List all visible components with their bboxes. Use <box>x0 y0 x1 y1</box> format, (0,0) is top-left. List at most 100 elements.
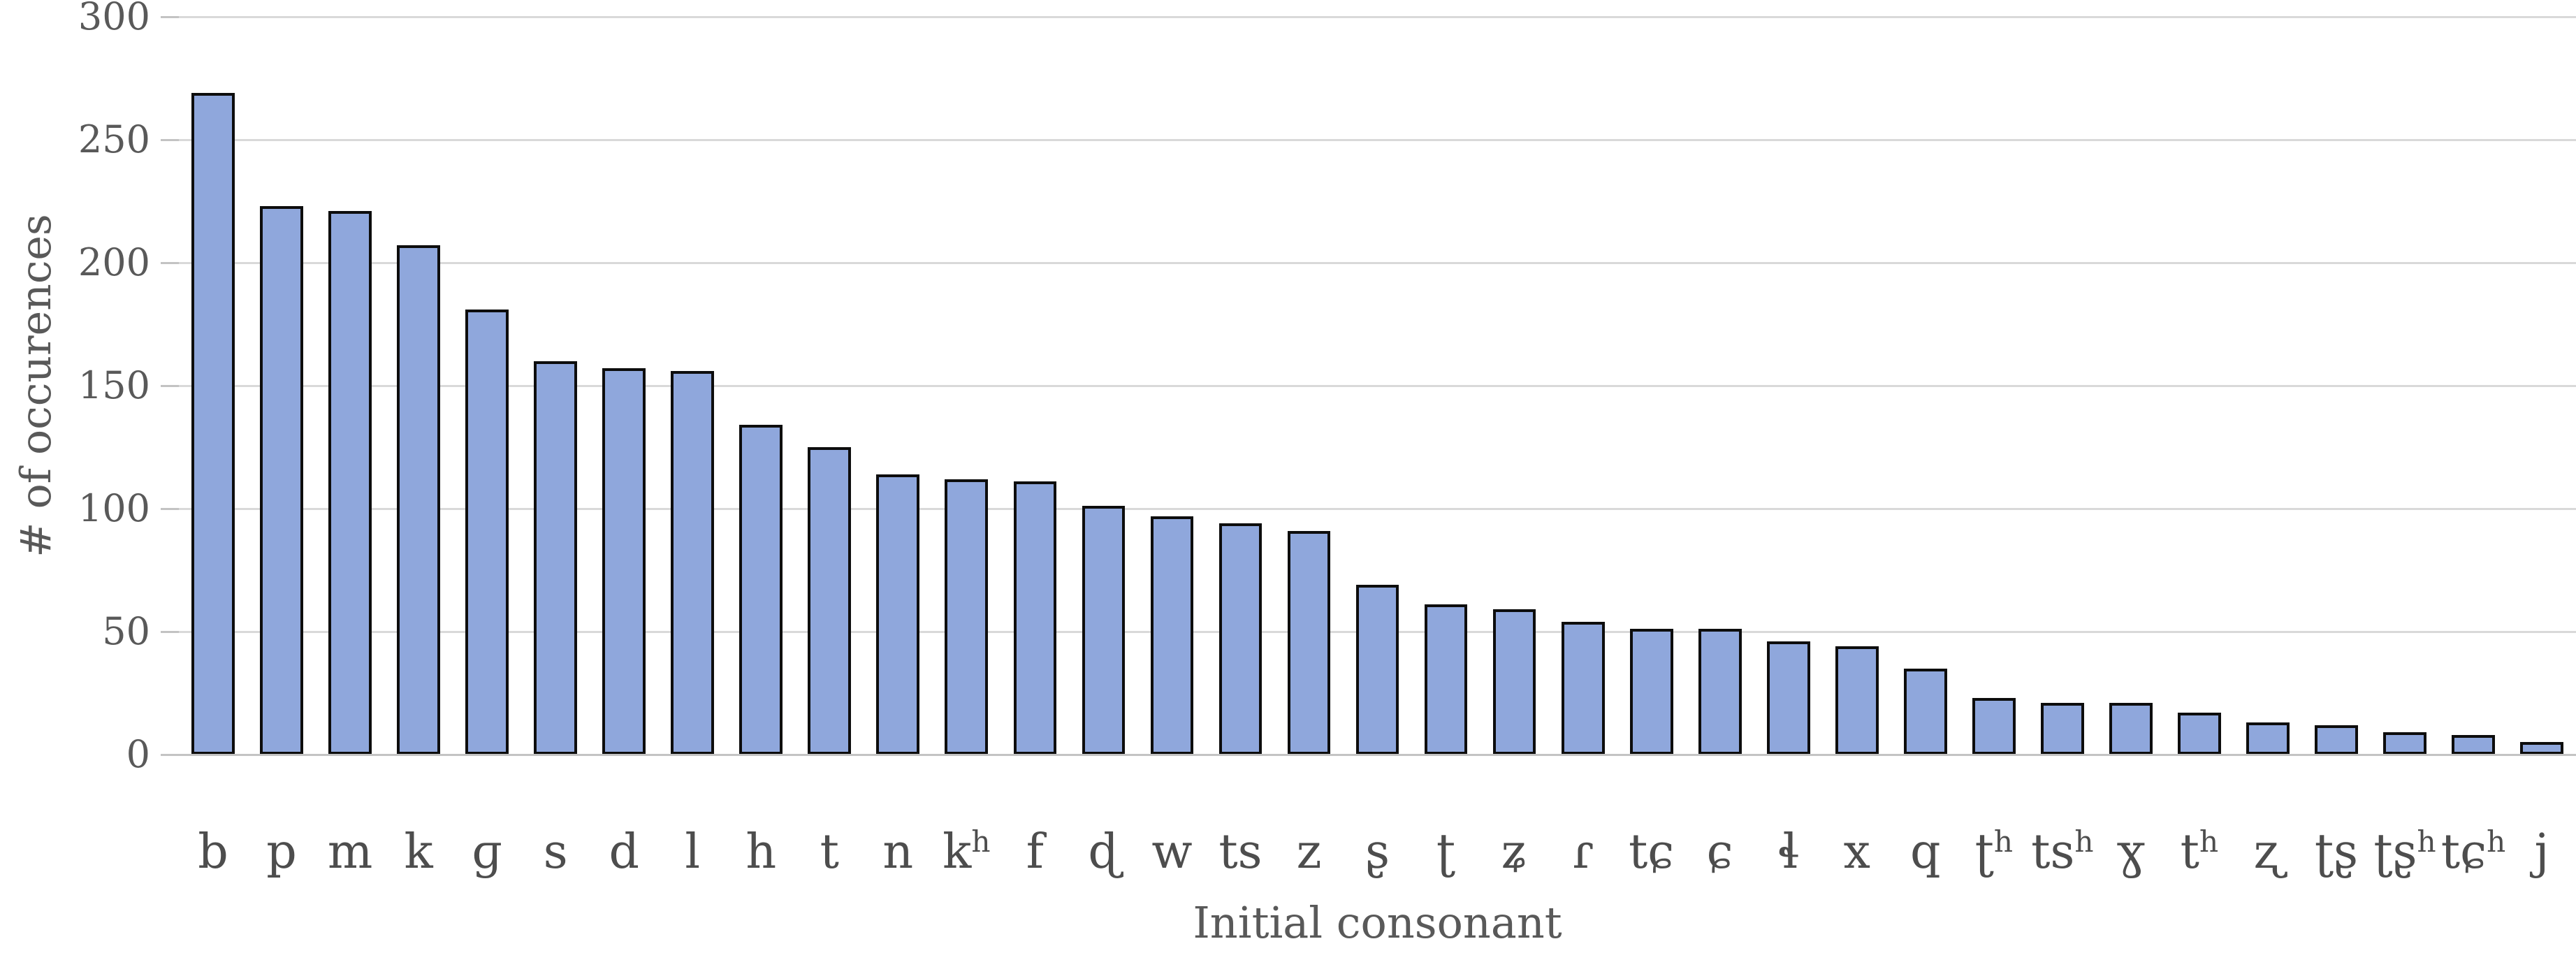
bar-cell-ɾ <box>1549 17 1617 755</box>
gridline <box>179 138 2576 141</box>
x-tick-label: tsh <box>2031 824 2094 880</box>
x-tick-label: p <box>266 824 297 880</box>
bar-cell-t <box>795 17 864 755</box>
x-tick-label: q <box>1910 824 1941 880</box>
bar-cell-ʈ <box>1412 17 1480 755</box>
x-tick-label: ɕ <box>1706 824 1733 880</box>
bar <box>2246 722 2290 755</box>
x-tick-label: ʂ <box>1365 824 1390 880</box>
bar <box>1218 523 1262 755</box>
bar <box>2178 713 2221 755</box>
bar <box>1287 530 1331 755</box>
x-tick-label: b <box>198 824 228 880</box>
x-tick-label: ɡ <box>472 824 502 880</box>
bar-cell-j <box>2508 17 2576 755</box>
x-tick-label: ʈʂh <box>2373 824 2436 880</box>
bar <box>1013 481 1057 755</box>
bar-cell-ʈʂʰ <box>2371 17 2439 755</box>
y-tick-mark <box>161 384 179 387</box>
bar <box>2383 732 2426 755</box>
x-tick-label: ɣ <box>2116 824 2146 880</box>
y-tick-label: 0 <box>126 732 150 776</box>
bar <box>1492 609 1536 755</box>
bar-cell-d <box>590 17 658 755</box>
bar-cell-x <box>1823 17 1891 755</box>
x-tick-label: tɕ <box>1628 824 1675 880</box>
bar-cell-p <box>247 17 316 755</box>
bar-cell-ɬ <box>1754 17 1823 755</box>
bar-cell-ɖ <box>1069 17 1137 755</box>
bar-cell-ʐ <box>2234 17 2302 755</box>
y-tick-mark <box>161 753 179 756</box>
x-tick-label: d <box>609 824 639 880</box>
x-tick-label: ɾ <box>1572 824 1594 880</box>
bar <box>1629 629 1673 755</box>
bar <box>945 479 989 755</box>
bar <box>808 447 852 755</box>
x-tick-label: x <box>1843 824 1870 880</box>
x-tick-label: w <box>1151 824 1193 880</box>
x-tick-label: t <box>820 824 839 880</box>
bar-cell-h <box>727 17 795 755</box>
bar <box>2315 725 2358 755</box>
bar <box>1561 621 1605 755</box>
bar <box>2452 734 2495 755</box>
bar <box>1903 668 1947 755</box>
x-tick-label: k <box>404 824 433 880</box>
gridline <box>179 507 2576 510</box>
y-tick-mark <box>161 138 179 141</box>
bar-cell-tʰ <box>2165 17 2234 755</box>
x-tick-label: ɖ <box>1088 824 1119 880</box>
bar-cell-kʰ <box>932 17 1000 755</box>
bar-cell-ɣ <box>2097 17 2165 755</box>
x-tick-label: s <box>543 824 568 880</box>
gridline <box>179 15 2576 18</box>
x-tick-label: n <box>882 824 914 880</box>
bar <box>1972 698 2016 755</box>
bar <box>534 361 578 755</box>
x-tick-label: ts <box>1218 824 1262 880</box>
x-tick-label: m <box>327 824 373 880</box>
bar-cell-z <box>1275 17 1344 755</box>
bar <box>465 309 509 755</box>
y-tick-mark <box>161 507 179 510</box>
bar-cell-tɕʰ <box>2439 17 2508 755</box>
bar-cell-b <box>179 17 247 755</box>
bar-cell-n <box>864 17 932 755</box>
bar-cell-f <box>1000 17 1069 755</box>
bar-cell-l <box>658 17 727 755</box>
y-tick-label: 300 <box>78 0 150 38</box>
bar <box>1835 646 1879 755</box>
bar <box>739 425 783 755</box>
y-tick-label: 100 <box>78 486 150 530</box>
bar-cell-q <box>1891 17 1960 755</box>
x-tick-label: z <box>1296 824 1322 880</box>
bar <box>1355 585 1399 755</box>
bar-cell-ʈʰ <box>1960 17 2028 755</box>
bar-cell-w <box>1137 17 1206 755</box>
y-tick-mark <box>161 630 179 633</box>
bar <box>2520 742 2563 755</box>
bar <box>397 245 440 755</box>
bar <box>876 474 920 755</box>
y-tick-label: 250 <box>78 117 150 161</box>
bar-cell-ts <box>1206 17 1274 755</box>
bar <box>260 206 303 755</box>
bar <box>328 211 372 755</box>
bar-cell-k <box>384 17 453 755</box>
bar <box>2040 703 2084 755</box>
x-tick-label: ʑ <box>1501 824 1528 880</box>
bar-cell-ʈʂ <box>2302 17 2371 755</box>
x-axis-line <box>179 753 2576 756</box>
x-tick-label: ʐ <box>2253 824 2283 880</box>
gridline <box>179 261 2576 264</box>
bar <box>1424 604 1468 755</box>
bar <box>1150 516 1194 755</box>
x-tick-label: ʈ <box>1436 824 1456 880</box>
x-axis-title: Initial consonant <box>1193 897 1562 948</box>
bar <box>191 93 235 755</box>
bar <box>1082 506 1126 755</box>
x-tick-label: ɬ <box>1777 824 1800 880</box>
x-tick-label: f <box>1026 824 1044 880</box>
